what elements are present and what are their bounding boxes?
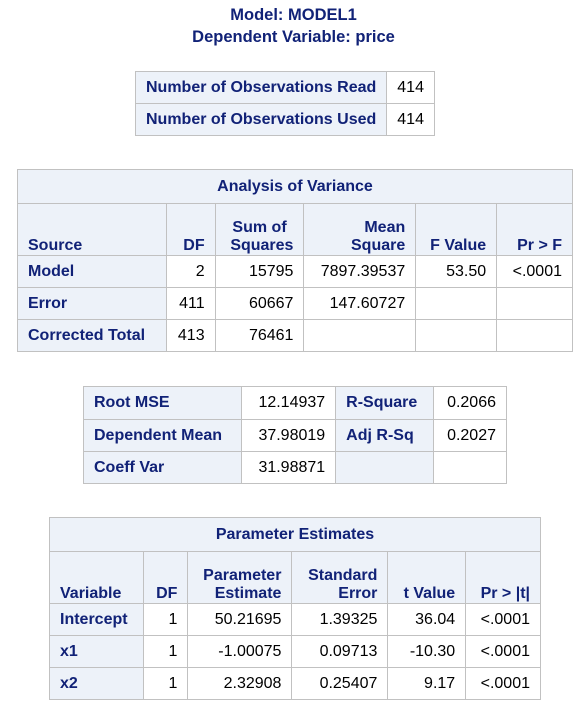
fit-label-cell: Adj R-Sq xyxy=(335,419,434,452)
fit-value-cell: 37.98019 xyxy=(240,419,337,452)
anova-header-ms: Mean Square xyxy=(303,203,417,256)
fit-statistics-table: Root MSE 12.14937 R-Square 0.2066 Depend… xyxy=(83,386,508,484)
table-row: Error 411 60667 147.60727 xyxy=(17,287,573,320)
params-se-cell: 0.09713 xyxy=(291,635,389,668)
params-t-cell: 36.04 xyxy=(387,603,467,636)
anova-df-cell: 2 xyxy=(165,255,216,288)
anova-f-cell xyxy=(415,287,498,320)
params-variable-cell: x2 xyxy=(49,667,144,700)
params-header-t: t Value xyxy=(387,551,467,604)
params-df-cell: 1 xyxy=(142,603,189,636)
params-header-se: Standard Error xyxy=(291,551,389,604)
anova-ms-cell: 7897.39537 xyxy=(303,255,417,288)
table-row: x2 1 2.32908 0.25407 9.17 <.0001 xyxy=(49,667,541,700)
params-p-cell: <.0001 xyxy=(465,603,541,636)
anova-header-ms-line1: Mean xyxy=(364,219,406,236)
anova-header-f: F Value xyxy=(415,203,498,256)
anova-ss-cell: 15795 xyxy=(214,255,305,288)
anova-source-cell: Model xyxy=(17,255,167,288)
params-se-cell: 0.25407 xyxy=(291,667,389,700)
anova-ss-cell: 76461 xyxy=(214,319,305,352)
anova-df-cell: 413 xyxy=(165,319,216,352)
fit-value-cell: 12.14937 xyxy=(240,386,337,420)
anova-f-cell: 53.50 xyxy=(415,255,498,288)
params-header-row: Variable DF Parameter Estimate Standard … xyxy=(49,551,541,604)
parameter-estimates-table: Parameter Estimates Variable DF Paramete… xyxy=(49,517,541,700)
anova-f-cell xyxy=(415,319,498,352)
params-header-estimate-line1: Parameter xyxy=(203,567,282,584)
table-row: Corrected Total 413 76461 xyxy=(17,319,573,352)
params-p-cell: <.0001 xyxy=(465,667,541,700)
anova-ms-cell: 147.60727 xyxy=(303,287,417,320)
fit-value-cell: 0.2066 xyxy=(432,386,508,420)
observations-read-value: 414 xyxy=(386,71,435,104)
params-header-variable: Variable xyxy=(49,551,144,604)
anova-header-source: Source xyxy=(17,203,167,256)
fit-label-cell: Dependent Mean xyxy=(83,419,242,452)
anova-ms-cell xyxy=(303,319,417,352)
params-se-cell: 1.39325 xyxy=(291,603,389,636)
anova-caption: Analysis of Variance xyxy=(17,169,573,204)
params-variable-cell: x1 xyxy=(49,635,144,668)
anova-p-cell: <.0001 xyxy=(496,255,573,288)
parameter-estimates-caption: Parameter Estimates xyxy=(49,517,541,552)
anova-p-cell xyxy=(496,319,573,352)
params-variable-cell: Intercept xyxy=(49,603,144,636)
params-df-cell: 1 xyxy=(142,667,189,700)
params-estimate-cell: 2.32908 xyxy=(187,667,293,700)
anova-df-cell: 411 xyxy=(165,287,216,320)
params-header-p: Pr > |t| xyxy=(465,551,541,604)
observations-row: Number of Observations Used 414 xyxy=(134,103,435,136)
anova-table: Analysis of Variance Source DF Sum of Sq… xyxy=(17,169,573,352)
observations-table: Number of Observations Read 414 Number o… xyxy=(134,71,435,136)
params-estimate-cell: 50.21695 xyxy=(187,603,293,636)
anova-source-cell: Corrected Total xyxy=(17,319,167,352)
fit-value-cell: 0.2027 xyxy=(432,419,508,452)
fit-value-cell xyxy=(432,451,508,484)
anova-p-cell xyxy=(496,287,573,320)
params-t-cell: -10.30 xyxy=(387,635,467,668)
table-row: Intercept 1 50.21695 1.39325 36.04 <.000… xyxy=(49,603,541,636)
fit-label-cell: Coeff Var xyxy=(83,451,242,484)
params-header-df: DF xyxy=(142,551,189,604)
fit-label-cell: R-Square xyxy=(335,386,434,420)
observations-read-label: Number of Observations Read xyxy=(134,71,388,104)
observations-row: Number of Observations Read 414 xyxy=(134,71,435,104)
anova-header-ss-line2: Squares xyxy=(230,237,294,254)
fit-label-cell xyxy=(335,451,434,484)
anova-source-cell: Error xyxy=(17,287,167,320)
params-header-estimate: Parameter Estimate xyxy=(187,551,293,604)
table-row: Model 2 15795 7897.39537 53.50 <.0001 xyxy=(17,255,573,288)
anova-ss-cell: 60667 xyxy=(214,287,305,320)
anova-header-p: Pr > F xyxy=(496,203,573,256)
table-row: Dependent Mean 37.98019 Adj R-Sq 0.2027 xyxy=(83,419,508,452)
observations-used-label: Number of Observations Used xyxy=(134,103,388,136)
params-t-cell: 9.17 xyxy=(387,667,467,700)
dependent-variable-title: Dependent Variable: price xyxy=(192,28,395,46)
fit-value-cell: 31.98871 xyxy=(240,451,337,484)
params-header-se-line1: Standard xyxy=(308,567,378,584)
observations-used-value: 414 xyxy=(386,103,435,136)
model-title: Model: MODEL1 xyxy=(230,6,357,24)
table-row: x1 1 -1.00075 0.09713 -10.30 <.0001 xyxy=(49,635,541,668)
params-estimate-cell: -1.00075 xyxy=(187,635,293,668)
fit-label-cell: Root MSE xyxy=(83,386,242,420)
anova-header-df: DF xyxy=(165,203,216,256)
anova-header-ms-line2: Square xyxy=(351,237,406,254)
anova-header-row: Source DF Sum of Squares Mean Square F V… xyxy=(17,203,573,256)
table-row: Root MSE 12.14937 R-Square 0.2066 xyxy=(83,386,508,420)
params-header-estimate-line2: Estimate xyxy=(214,585,282,602)
table-row: Coeff Var 31.98871 xyxy=(83,451,508,484)
params-header-se-line2: Error xyxy=(338,585,378,602)
anova-header-ss: Sum of Squares xyxy=(214,203,305,256)
anova-header-ss-line1: Sum of xyxy=(232,219,287,236)
params-p-cell: <.0001 xyxy=(465,635,541,668)
params-df-cell: 1 xyxy=(142,635,189,668)
